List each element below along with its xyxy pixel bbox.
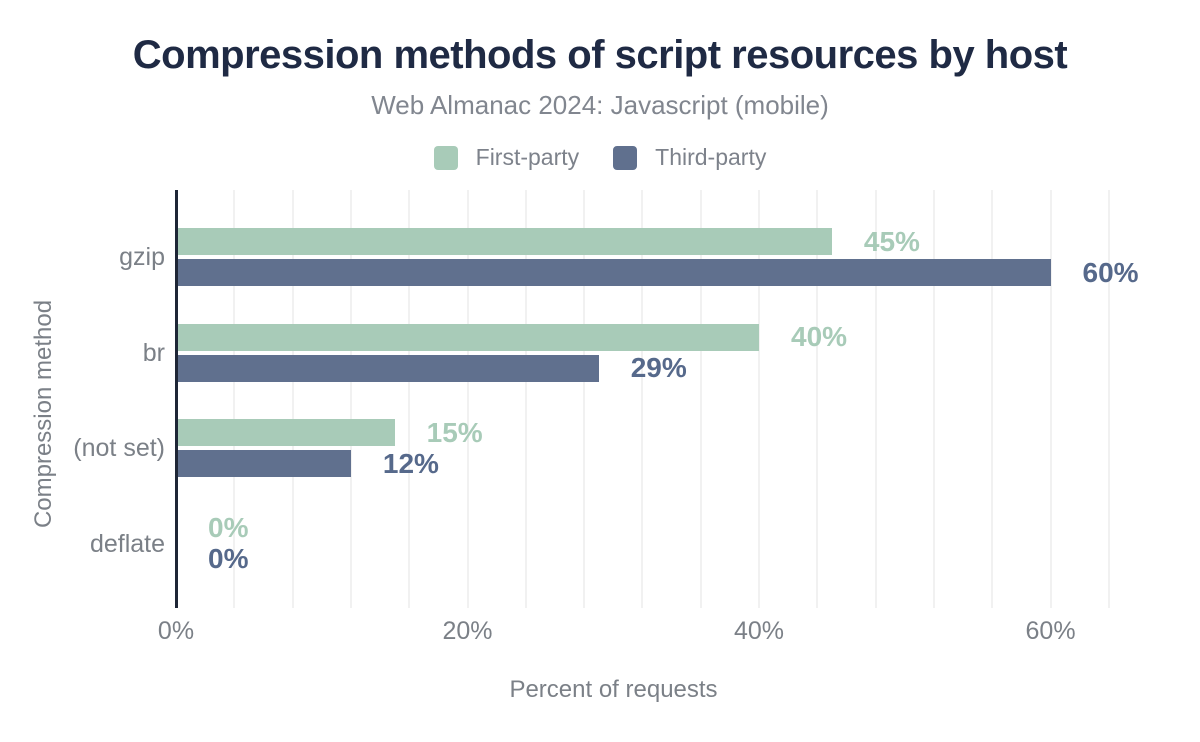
legend-label-first-party: First-party — [475, 144, 580, 170]
x-axis-title: Percent of requests — [509, 676, 718, 703]
bar-third-party-gzip[interactable] — [176, 259, 1051, 286]
gridline — [583, 190, 586, 608]
bar-first-party-gzip[interactable] — [176, 228, 832, 255]
gridline — [641, 190, 644, 608]
chart-title: Compression methods of script resources … — [132, 33, 1068, 77]
value-label-first-party-not-set: 15% — [426, 416, 483, 448]
bar-first-party-not-set[interactable] — [176, 419, 395, 446]
value-label-third-party-deflate: 0% — [208, 543, 249, 574]
legend: First-party Third-party — [0, 144, 1200, 171]
legend-item-first-party: First-party — [433, 144, 580, 171]
gridline — [466, 190, 469, 608]
bar-first-party-br[interactable] — [176, 323, 760, 351]
gridline — [291, 190, 294, 608]
gridline — [758, 190, 761, 608]
gridline — [349, 190, 352, 608]
category-label-br: br — [142, 338, 165, 367]
category-label-not-set: (not set) — [73, 434, 165, 462]
chart-subtitle: Web Almanac 2024: Javascript (mobile) — [371, 90, 829, 120]
value-label-first-party-gzip: 45% — [863, 225, 920, 257]
x-tick-label-0: 0% — [157, 617, 195, 645]
gridline — [699, 190, 702, 608]
gridline — [874, 190, 877, 608]
legend-item-third-party: Third-party — [613, 144, 766, 171]
x-tick-label-20: 20% — [442, 617, 493, 645]
x-tick-label-40: 40% — [733, 617, 785, 645]
plot-area: 45% 40% 15% 0% 60% 29% 12% 0% gzip br (not set) def… — [73, 190, 1139, 645]
legend-label-third-party: Third-party — [655, 144, 767, 170]
first-party-swatch-icon — [433, 145, 458, 170]
gridline — [408, 190, 411, 608]
gridline — [1107, 190, 1110, 608]
value-label-third-party-br: 29% — [630, 352, 687, 383]
bar-third-party-br[interactable] — [176, 354, 599, 382]
gridline — [233, 190, 236, 608]
category-label-gzip: gzip — [119, 243, 165, 271]
value-label-first-party-deflate: 0% — [208, 512, 249, 543]
gridline — [524, 190, 527, 608]
third-party-swatch-icon — [613, 145, 638, 170]
value-label-third-party-not-set: 12% — [382, 447, 439, 479]
gridline — [816, 190, 819, 608]
y-axis-title: Compression method — [30, 299, 57, 529]
bar-third-party-not-set[interactable] — [176, 450, 351, 477]
value-label-third-party-gzip: 60% — [1082, 256, 1139, 288]
gridline — [991, 190, 994, 608]
y-axis-line — [175, 190, 178, 608]
category-label-deflate: deflate — [89, 529, 165, 558]
gridline — [932, 190, 935, 608]
x-tick-label-60: 60% — [1025, 617, 1076, 645]
gridline — [1049, 190, 1052, 608]
value-label-first-party-br: 40% — [791, 321, 848, 352]
